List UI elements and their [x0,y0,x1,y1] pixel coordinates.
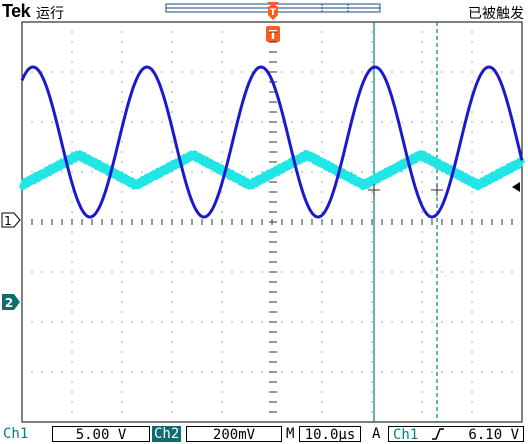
ch1-ground-marker[interactable]: 1 [1,212,21,228]
trigger-point-glyph: T [269,28,278,42]
trigger-level: 6.10 V [468,427,519,443]
ch2-waveform [18,149,526,191]
trigger-source: Ch1 [393,427,419,443]
trigger-readout[interactable]: Ch1 6.10 V [388,426,524,443]
run-state: 运行 [36,6,64,22]
ch1-waveform [20,65,524,219]
ch1-scale[interactable]: 5.00 V [52,426,150,443]
ch1-marker-label: 1 [4,214,12,228]
cursor-crosshair-icon [368,184,443,196]
trigger-marker-glyph: T [270,8,277,18]
ch2-label: Ch2 [152,426,182,442]
brand-logo: Tek [2,1,31,21]
timebase-label: M [286,426,295,442]
ch2-scale[interactable]: 200mV [186,426,282,443]
rising-edge-icon [431,428,444,440]
ch2-marker-label: 2 [5,296,13,310]
trigger-state: 已被触发 [468,6,524,22]
timebase-scale[interactable]: 10.0µs [299,426,361,443]
trigger-position-icon[interactable]: T [267,2,279,20]
trigger-point-icon[interactable]: T [266,26,280,42]
top-status-bar: Tek 运行 已被触发 [0,0,528,22]
trigger-level-arrow-icon[interactable] [512,182,520,192]
graticule-border [21,21,523,423]
ch1-label: Ch1 [3,426,29,442]
trigger-mode: A [372,426,381,442]
bottom-status-bar: Ch1 5.00 V Ch2 200mV M 10.0µs A Ch1 6.10… [0,424,528,444]
ch2-ground-marker[interactable]: 2 [2,294,20,310]
